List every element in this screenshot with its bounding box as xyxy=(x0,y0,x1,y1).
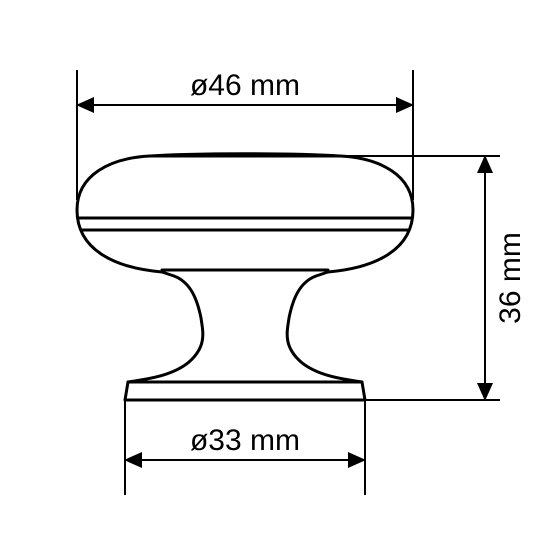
dimension-annotations: ø46 mm ø33 mm 36 mm xyxy=(77,69,527,495)
label-height: 36 mm xyxy=(494,232,527,324)
label-top-diameter: ø46 mm xyxy=(190,69,300,102)
technical-drawing: ø46 mm ø33 mm 36 mm xyxy=(0,0,551,551)
knob-outline xyxy=(77,154,413,400)
label-base-diameter: ø33 mm xyxy=(190,424,300,457)
